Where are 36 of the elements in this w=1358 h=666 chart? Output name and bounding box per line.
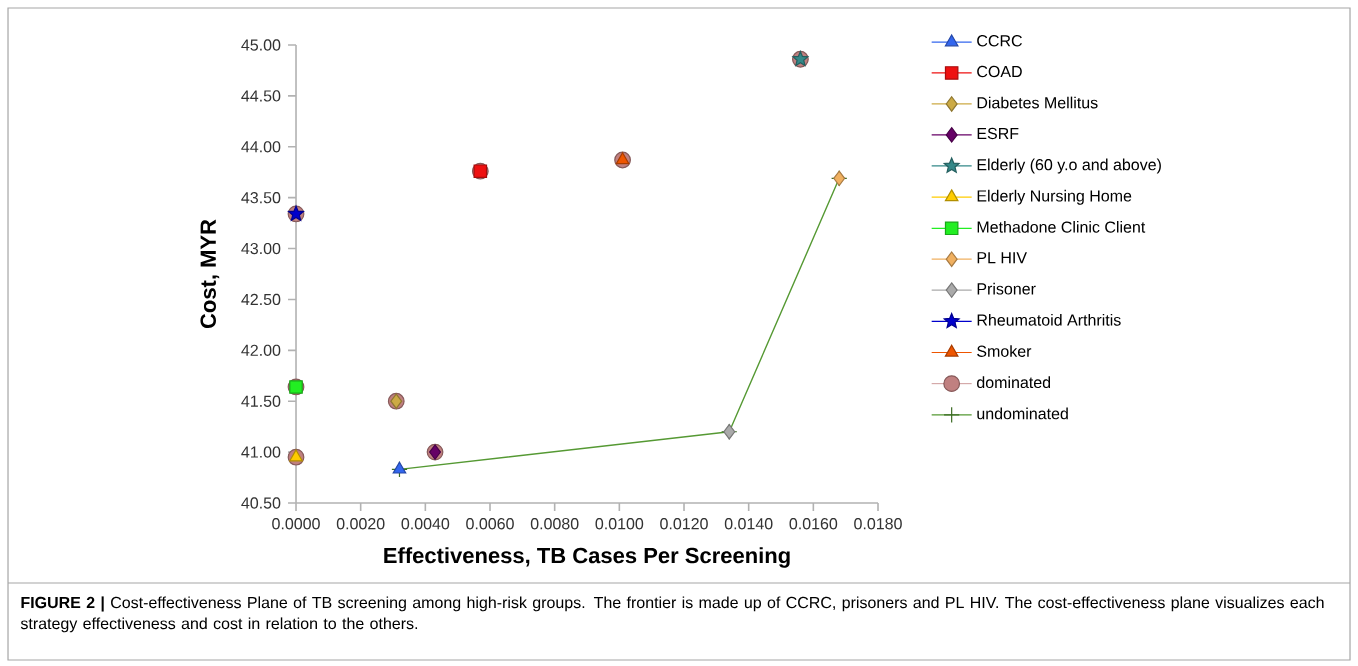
y-tick-label: 42.00: [241, 344, 281, 356]
x-tick-label: 0.0020: [336, 518, 385, 530]
x-tick-label: 0.0100: [595, 518, 644, 530]
legend-label: Rheumatoid Arthritis: [977, 313, 1121, 326]
legend-label: Elderly Nursing Home: [977, 189, 1132, 205]
y-tick-label: 41.00: [241, 446, 281, 458]
x-tick-label: 0.0140: [724, 518, 773, 530]
x-axis-title: Effectiveness, TB Cases Per Screening: [384, 547, 790, 568]
legend-label: PL HIV: [977, 252, 1027, 264]
legend-label: COAD: [977, 65, 1022, 78]
y-tick-label: 41.50: [241, 395, 281, 407]
legend-label: Diabetes Mellitus: [977, 96, 1098, 109]
x-tick-label: 0.0180: [854, 518, 902, 530]
y-tick-label: 43.50: [241, 192, 281, 204]
legend-label: Methadone Clinic Client: [977, 220, 1146, 233]
x-tick-label: 0.0060: [466, 518, 514, 530]
y-tick-label: 44.00: [241, 141, 281, 153]
legend-label: CCRC: [977, 35, 1022, 47]
x-tick-label: 0.0160: [789, 518, 838, 530]
x-tick-label: 0.0040: [401, 518, 450, 530]
legend-label: Prisoner: [977, 282, 1036, 295]
legend-label: Elderly (60 y.o and above): [977, 158, 1161, 174]
y-tick-label: 44.50: [241, 90, 281, 102]
legend-label: dominated: [977, 376, 1051, 389]
y-axis-title: Cost, MYR: [200, 219, 220, 329]
y-tick-label: 42.50: [241, 293, 281, 306]
legend-label: ESRF: [977, 127, 1019, 140]
y-tick-label: 43.00: [241, 242, 281, 255]
x-tick-label: 0.0000: [272, 518, 320, 530]
x-tick-label: 0.0120: [660, 518, 708, 530]
text: FIGURE 2 | Cost-effectiveness Plane of TB screening among high-risk groups. The frontier is made up of CCRC, prisoners and PL HIV. The cost-effectiveness plane visualizes each strategy effectiveness and cost in relation to the others.: [20, 596, 1324, 633]
legend-label: undominated: [977, 407, 1068, 420]
x-tick-label: 0.0080: [530, 518, 579, 530]
legend-label: Smoker: [977, 345, 1032, 357]
y-tick-label: 40.50: [241, 497, 281, 509]
y-tick-label: 45.00: [241, 39, 281, 51]
